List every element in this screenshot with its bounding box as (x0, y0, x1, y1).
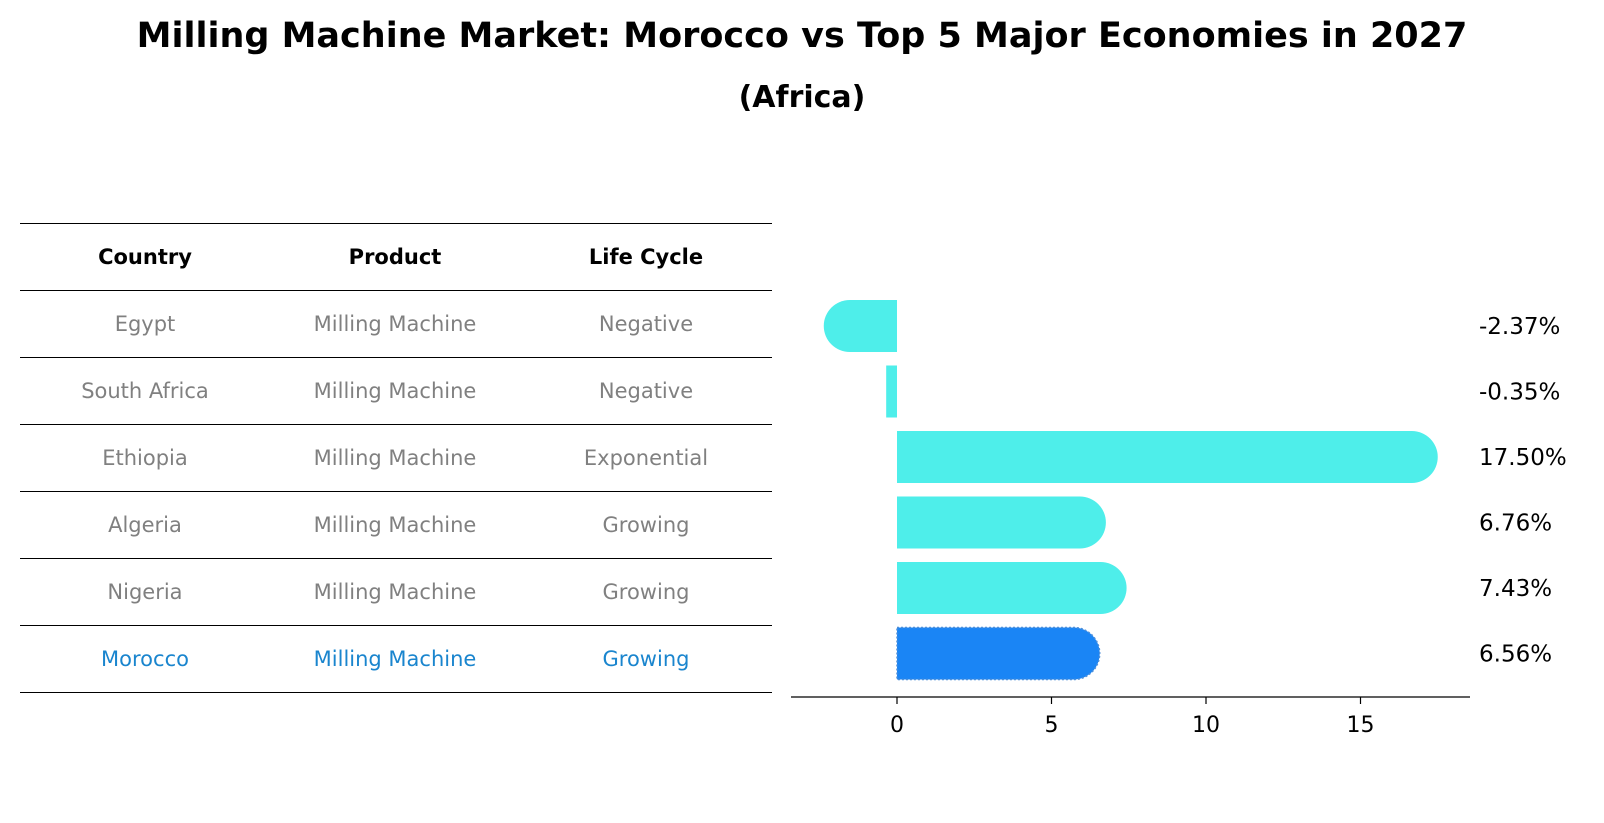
country-cell: Ethiopia (102, 446, 188, 470)
bar-value-label: 17.50% (1479, 445, 1567, 471)
product-cell: Milling Machine (313, 446, 477, 470)
table-header-row: Country Product Life Cycle (20, 223, 772, 290)
table-row: South Africa Milling Machine Negative (20, 357, 772, 424)
x-tick-label: 15 (1347, 713, 1375, 738)
chart-subtitle: (Africa) (738, 80, 866, 115)
bar-value-label: 6.76% (1479, 511, 1552, 537)
bar-value-label: -0.35% (1479, 380, 1560, 406)
table-row: Algeria Milling Machine Growing (20, 491, 772, 558)
bar (897, 431, 1438, 483)
header-country: Country (98, 245, 192, 269)
x-tick-label: 10 (1192, 713, 1220, 738)
table-row-highlighted: Morocco Milling Machine Growing (20, 625, 772, 693)
bar-value-label: 7.43% (1479, 576, 1552, 602)
product-cell: Milling Machine (313, 513, 477, 537)
bar (823, 300, 897, 352)
life-cycle-cell: Growing (602, 580, 690, 604)
table-row: Egypt Milling Machine Negative (20, 290, 772, 357)
country-cell: Algeria (108, 513, 182, 537)
product-cell: Milling Machine (313, 379, 477, 403)
chart-title: Milling Machine Market: Morocco vs Top 5… (136, 16, 1468, 56)
x-tick-label: 5 (1045, 713, 1059, 738)
country-table: Country Product Life Cycle Egypt Milling… (20, 223, 772, 693)
bar-value-label: 6.56% (1479, 642, 1552, 668)
bar (897, 562, 1127, 614)
country-cell: Nigeria (107, 580, 183, 604)
country-cell: South Africa (81, 379, 209, 403)
country-cell: Morocco (101, 647, 189, 671)
table-row: Ethiopia Milling Machine Exponential (20, 424, 772, 491)
bar-highlighted (896, 626, 1101, 681)
product-cell: Milling Machine (313, 647, 477, 671)
life-cycle-cell: Negative (598, 379, 694, 403)
bar-value-label: -2.37% (1479, 314, 1560, 340)
product-cell: Milling Machine (313, 580, 477, 604)
life-cycle-cell: Negative (598, 312, 694, 336)
table-row: Nigeria Milling Machine Growing (20, 558, 772, 625)
bar (897, 496, 1106, 549)
life-cycle-cell: Growing (602, 647, 690, 671)
x-tick-label: 0 (890, 713, 904, 738)
bar (886, 365, 897, 418)
country-cell: Egypt (114, 312, 176, 336)
header-product: Product (348, 245, 442, 269)
product-cell: Milling Machine (313, 312, 477, 336)
life-cycle-cell: Growing (602, 513, 690, 537)
header-life-cycle: Life Cycle (588, 245, 704, 269)
life-cycle-cell: Exponential (583, 446, 709, 470)
